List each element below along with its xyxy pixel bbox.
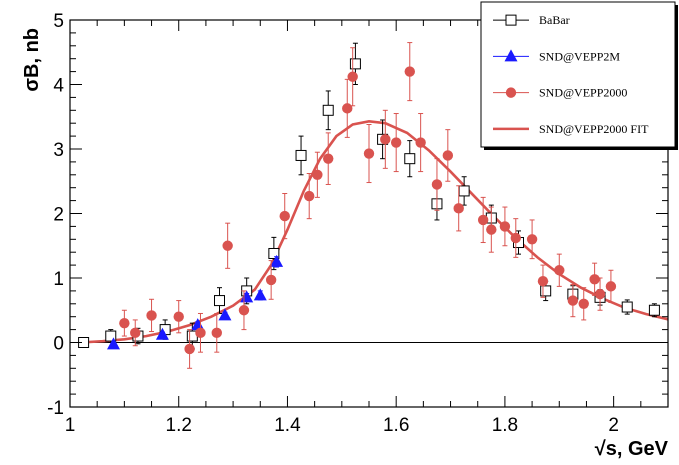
vepp2000-point bbox=[146, 310, 157, 321]
vepp2000-point bbox=[390, 137, 402, 148]
vepp2000-point bbox=[238, 305, 250, 316]
fit-curve bbox=[80, 119, 669, 344]
y-tick-label: 2 bbox=[53, 205, 64, 226]
vepp2000-point bbox=[323, 153, 334, 164]
plot-lines bbox=[70, 119, 669, 344]
vepp2m-point bbox=[155, 327, 169, 340]
vepp2000-point bbox=[526, 234, 538, 245]
vepp2000-point bbox=[554, 265, 565, 276]
vepp2000-point bbox=[304, 190, 315, 202]
babar-point bbox=[105, 330, 117, 342]
vepp2000-point bbox=[404, 66, 415, 77]
babar-point bbox=[349, 58, 361, 70]
vepp2m-point bbox=[504, 49, 518, 62]
vepp2000-point bbox=[342, 103, 353, 114]
vepp2000-point bbox=[486, 224, 497, 235]
vepp2000-point bbox=[211, 327, 222, 339]
legend: BaBar SND@VEPP2M SND@VEPP2000 SND@VEPP2000 … bbox=[480, 1, 678, 150]
vepp2000-point bbox=[589, 274, 600, 285]
babar-point bbox=[458, 185, 470, 197]
vepp2m-point bbox=[240, 290, 254, 303]
vepp2000-point bbox=[380, 134, 391, 145]
legend-label: SND@VEPP2000 FIT bbox=[539, 122, 649, 136]
y-tick-label: 5 bbox=[53, 11, 64, 32]
y-tick-label: -1 bbox=[47, 398, 64, 419]
vepp2000-point bbox=[499, 221, 511, 232]
x-tick-label: 1.6 bbox=[383, 415, 409, 436]
legend-box bbox=[480, 1, 676, 148]
vepp2000-point bbox=[312, 169, 323, 180]
vepp2000-point bbox=[605, 281, 617, 292]
vepp2000-point bbox=[415, 137, 426, 148]
y-axis-label: σB, nb bbox=[21, 28, 43, 92]
x-tick-label: 1.2 bbox=[166, 415, 192, 436]
x-tick-label: 2 bbox=[608, 415, 619, 436]
vepp2000-point bbox=[510, 232, 521, 244]
vepp2000-point bbox=[184, 343, 195, 355]
vepp2000-point bbox=[477, 214, 489, 226]
vepp2000-point bbox=[431, 179, 443, 190]
vepp2000-point bbox=[363, 148, 375, 159]
vepp2000-point bbox=[347, 71, 358, 82]
babar-point bbox=[540, 285, 552, 297]
babar-point bbox=[268, 247, 280, 259]
vepp2000-point bbox=[265, 274, 277, 286]
vepp2000-point bbox=[442, 150, 454, 161]
vepp2000-point bbox=[453, 203, 464, 214]
legend-label: SND@VEPP2M bbox=[539, 49, 620, 63]
vepp2000-point bbox=[567, 295, 579, 306]
y-tick-label: 1 bbox=[53, 269, 64, 290]
vepp2m-point bbox=[270, 254, 284, 267]
vepp2000-point bbox=[195, 327, 206, 339]
babar-point bbox=[295, 149, 307, 161]
babar-point bbox=[505, 14, 517, 26]
x-tick-label: 1 bbox=[65, 415, 76, 436]
x-tick-label: 1.8 bbox=[492, 415, 518, 436]
plot-marks bbox=[78, 42, 660, 369]
y-tick-label: 0 bbox=[53, 334, 64, 355]
vepp2000-point bbox=[173, 311, 184, 322]
vepp2m-point bbox=[191, 318, 205, 331]
babar-point bbox=[322, 104, 334, 116]
vepp2000-point bbox=[537, 276, 549, 287]
legend-label: BaBar bbox=[539, 13, 570, 27]
vepp2000-point bbox=[578, 298, 589, 309]
vepp2000-point bbox=[279, 210, 290, 222]
vepp2000-point bbox=[130, 327, 141, 339]
babar-point bbox=[404, 153, 416, 165]
x-axis-label: √s, GeV bbox=[595, 438, 669, 460]
vepp2m-point bbox=[106, 337, 120, 350]
vepp2000-point bbox=[222, 240, 233, 251]
vepp2m-point bbox=[218, 308, 232, 321]
vepp2000-point bbox=[119, 317, 130, 329]
babar-point bbox=[214, 295, 225, 307]
x-tick-label: 1.4 bbox=[274, 415, 301, 436]
legend-label: SND@VEPP2000 bbox=[539, 86, 627, 100]
vepp2000-point bbox=[594, 288, 606, 300]
babar-point bbox=[621, 301, 633, 313]
vepp2000-point bbox=[505, 87, 517, 98]
y-tick-label: 3 bbox=[53, 140, 64, 161]
babar-point bbox=[648, 304, 660, 316]
vepp2m-point bbox=[253, 288, 267, 301]
y-tick-label: 4 bbox=[53, 76, 64, 97]
